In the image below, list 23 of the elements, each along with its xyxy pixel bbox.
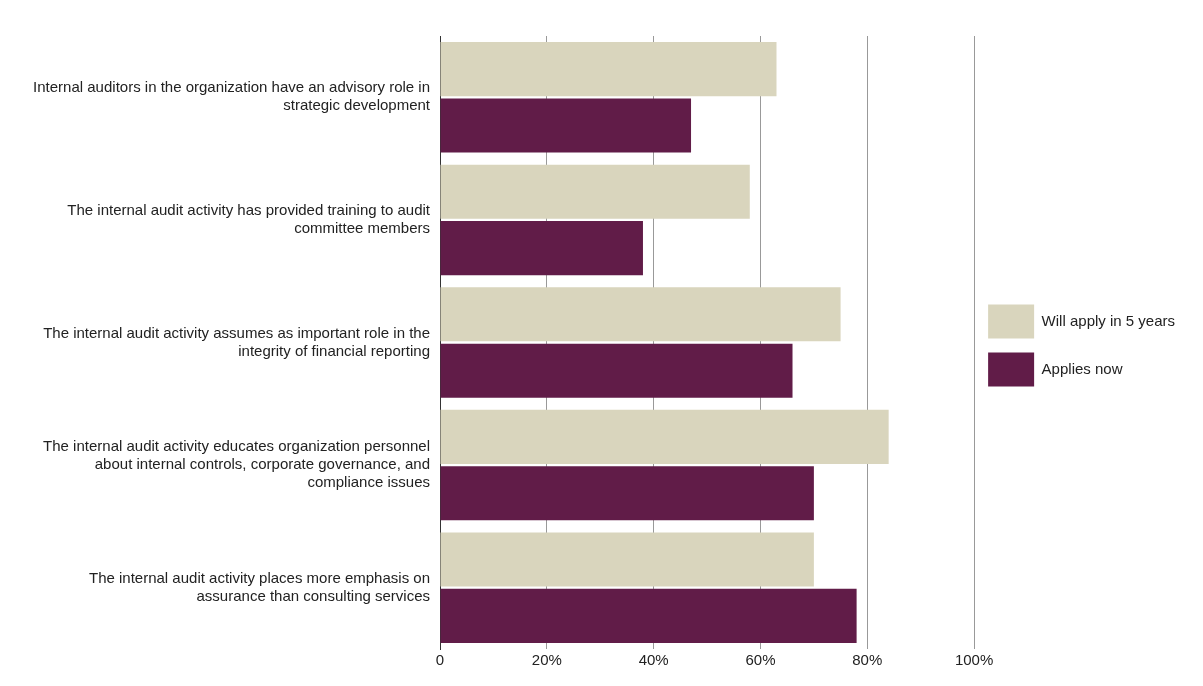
y-tick-label: The internal audit activity places more emphasis on assurance than consulting services xyxy=(88,568,430,604)
bar xyxy=(440,588,857,643)
bar xyxy=(440,287,841,342)
y-tick-label: The internal audit activity assumes as important role in the integrity of financial reporting xyxy=(43,323,430,359)
x-tick-label: 20% xyxy=(531,651,562,669)
bar xyxy=(440,42,777,97)
bar xyxy=(440,466,814,521)
bar xyxy=(440,221,643,276)
y-tick-label: The internal audit activity educates organization personnel about internal controls, corporate governance, and compliance issues xyxy=(43,437,430,491)
legend-label: Will apply in 5 years xyxy=(1041,311,1176,329)
bar xyxy=(440,532,814,587)
x-tick-label: 80% xyxy=(852,651,883,669)
bar xyxy=(440,164,750,219)
x-tick-label: 100% xyxy=(954,651,994,669)
bar xyxy=(440,409,889,464)
y-tick-label: Internal auditors in the organization have an advisory role in strategic development xyxy=(33,78,431,114)
legend-label: Applies now xyxy=(1041,359,1123,377)
x-tick-label: 40% xyxy=(638,651,669,669)
y-tick-label: The internal audit activity has provided training to audit committee members xyxy=(67,201,431,237)
bar xyxy=(440,98,692,153)
bar xyxy=(440,343,793,398)
x-tick-label: 0 xyxy=(435,651,445,669)
x-tick-label: 60% xyxy=(745,651,776,669)
